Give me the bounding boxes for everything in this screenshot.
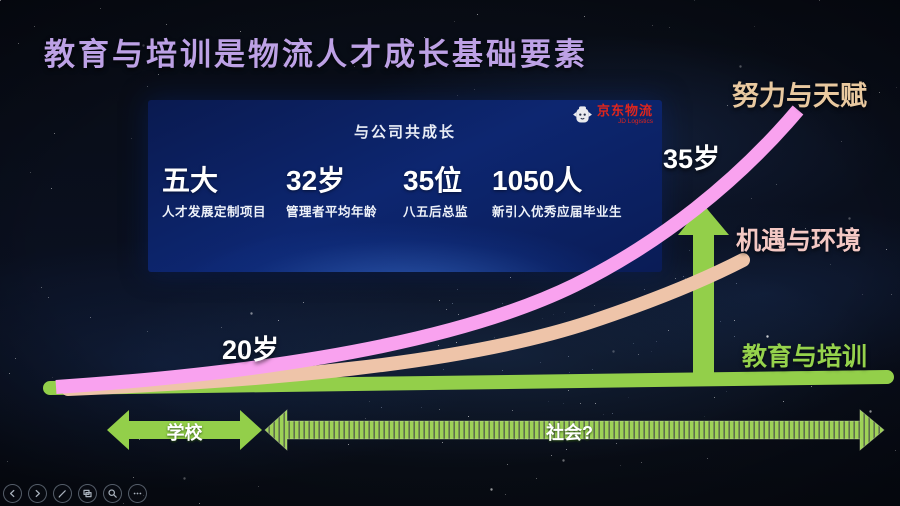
jd-logistics-logo: 京东物流 JD Logistics — [572, 104, 653, 127]
magnifier-icon — [108, 489, 117, 498]
jd-dog-mascot-icon — [573, 106, 592, 123]
all-slides-button[interactable] — [78, 484, 97, 503]
label-school-segment: 学校 — [166, 423, 203, 443]
more-options-button[interactable] — [128, 484, 147, 503]
label-society-segment: 社会? — [546, 423, 593, 443]
vertical-growth-arrow — [678, 204, 729, 381]
ellipsis-icon — [133, 492, 142, 495]
label-age-20: 20岁 — [222, 335, 280, 365]
pen-tool-button[interactable] — [53, 484, 72, 503]
chevron-left-icon — [10, 489, 15, 498]
stats-panel: 与公司共成长 京东物流 JD Logistics 五大 人才发展定制项目 32岁… — [148, 100, 662, 272]
effort-curve — [55, 105, 804, 394]
stat-value: 五大 — [162, 165, 219, 196]
slideshow-controls — [3, 484, 147, 503]
logo-brand-text: 京东物流 — [596, 103, 653, 118]
stat-value: 1050人 — [492, 165, 583, 196]
next-slide-button[interactable] — [28, 484, 47, 503]
stat-value: 32岁 — [286, 165, 346, 196]
chevron-right-icon — [35, 489, 40, 498]
label-effort-talent: 努力与天赋 — [732, 81, 867, 111]
school-axis-arrow — [107, 410, 262, 450]
stat-graduates: 1050人 新引入优秀应届毕业生 — [492, 165, 623, 220]
starfield-background — [0, 0, 1, 1]
stat-directors: 35位 八五后总监 — [403, 165, 469, 220]
zoom-button[interactable] — [103, 484, 122, 503]
stat-manager-age: 32岁 管理者平均年龄 — [286, 165, 378, 220]
stat-label: 八五后总监 — [403, 204, 469, 219]
opportunity-curve — [61, 253, 750, 396]
stat-label: 新引入优秀应届毕业生 — [492, 204, 623, 219]
slides-grid-icon — [83, 489, 92, 498]
panel-heading: 与公司共成长 — [353, 124, 456, 141]
label-opportunity-environment: 机遇与环境 — [736, 227, 862, 255]
stat-value: 35位 — [403, 165, 463, 196]
label-education-training: 教育与培训 — [742, 343, 868, 371]
society-axis-arrow — [264, 409, 885, 451]
label-age-35: 35岁 — [663, 144, 721, 174]
pen-icon — [58, 490, 66, 498]
stat-label: 人才发展定制项目 — [162, 204, 267, 219]
stat-label: 管理者平均年龄 — [286, 204, 378, 219]
slide-title: 教育与培训是物流人才成长基础要素 — [44, 37, 588, 72]
stat-projects: 五大 人才发展定制项目 — [162, 165, 267, 220]
logo-brand-subtext: JD Logistics — [617, 118, 653, 125]
previous-slide-button[interactable] — [3, 484, 22, 503]
